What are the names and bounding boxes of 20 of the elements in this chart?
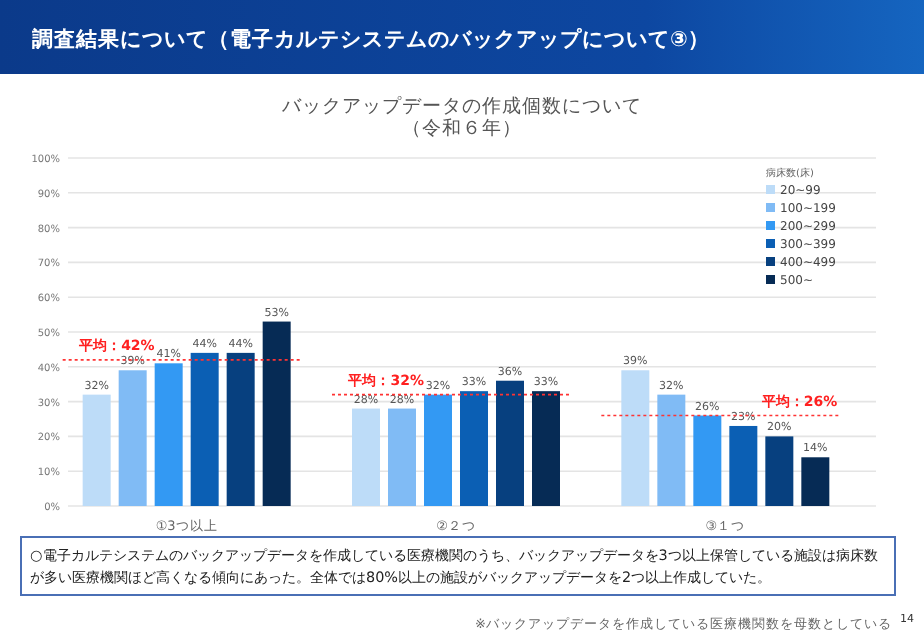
bar (729, 425, 758, 506)
bar (532, 391, 560, 506)
bar (352, 408, 380, 506)
bar (657, 394, 686, 506)
bar (765, 436, 794, 506)
chart-subtitle: バックアップデータの作成個数について（令和６年） (280, 94, 642, 140)
bar (154, 363, 183, 506)
bar (424, 394, 452, 506)
bar (226, 352, 255, 506)
bar (388, 408, 416, 506)
bar (82, 394, 111, 506)
bar (190, 352, 219, 506)
chart-title: 調査結果について（電子カルテシステムのバックアップについて③） (32, 26, 710, 52)
bar (496, 380, 524, 506)
bar (262, 321, 291, 506)
bar (693, 415, 722, 506)
bar (118, 370, 147, 506)
bar (460, 391, 488, 506)
bar (801, 457, 830, 506)
bar (621, 370, 650, 506)
